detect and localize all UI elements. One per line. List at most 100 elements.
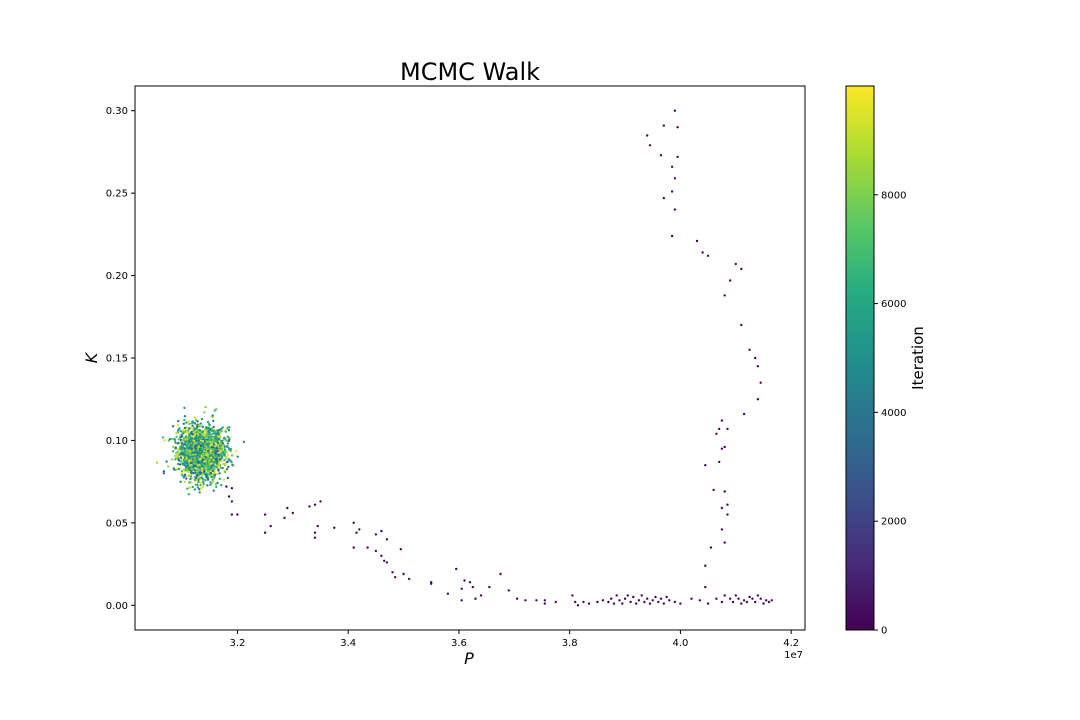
scatter-point: [402, 572, 405, 576]
scatter-point: [179, 480, 182, 483]
scatter-point: [218, 443, 221, 447]
scatter-point: [230, 513, 234, 516]
scatter-point: [236, 513, 239, 516]
scatter-point: [701, 251, 704, 254]
scatter-point: [212, 458, 215, 462]
scatter-point: [207, 449, 210, 453]
scatter-point: [211, 478, 214, 481]
scatter-point: [191, 467, 194, 470]
scatter-point: [201, 485, 204, 489]
scatter-point: [185, 462, 189, 465]
scatter-point: [352, 546, 355, 549]
scatter-point: [225, 485, 228, 488]
scatter-point: [201, 454, 205, 457]
scatter-point: [214, 470, 217, 474]
scatter-point: [726, 503, 729, 506]
scatter-point: [219, 432, 222, 435]
scatter-point: [706, 254, 710, 257]
scatter-point: [479, 594, 483, 597]
scatter-point: [634, 602, 638, 605]
scatter-point: [211, 414, 214, 417]
scatter-point: [718, 427, 721, 431]
scatter-point: [200, 473, 204, 477]
scatter-point: [189, 438, 192, 442]
scatter-point: [183, 429, 186, 432]
scatter-point: [723, 541, 726, 544]
scatter-point: [535, 599, 538, 602]
scatter-point: [176, 462, 180, 466]
scatter-point: [554, 600, 557, 604]
scatter-point: [218, 464, 221, 467]
scatter-point: [199, 461, 203, 464]
scatter-point: [385, 538, 389, 541]
x-tick-label: 3.2: [229, 638, 245, 649]
scatter-point: [189, 447, 192, 451]
x-tick-label: 3.6: [451, 638, 467, 649]
scatter-point: [188, 474, 191, 477]
scatter-point: [225, 468, 229, 471]
scatter-point: [162, 470, 166, 473]
scatter-point: [399, 548, 402, 551]
scatter-point: [220, 445, 223, 449]
scatter-point: [612, 602, 616, 605]
scatter-point: [242, 440, 245, 443]
scatter-point: [474, 597, 477, 600]
scatter-point: [188, 450, 191, 453]
scatter-point: [203, 411, 206, 414]
scatter-points: [155, 109, 773, 607]
scatter-point: [180, 470, 184, 473]
scatter-point: [194, 459, 198, 463]
scatter-point: [186, 468, 189, 471]
scatter-point: [648, 602, 652, 605]
scatter-point: [202, 483, 205, 486]
scatter-point: [648, 144, 652, 147]
scatter-point: [213, 467, 216, 471]
scatter-point: [313, 536, 317, 539]
scatter-point: [183, 406, 186, 410]
y-tick-label: 0.30: [106, 106, 128, 117]
colorbar-ticks: 0 2000 4000 6000 8000: [874, 190, 906, 637]
scatter-point: [215, 464, 219, 467]
scatter-point: [161, 436, 165, 439]
scatter-point: [196, 456, 199, 459]
scatter-point: [208, 428, 212, 432]
scatter-point: [178, 427, 181, 430]
scatter-point: [179, 456, 183, 459]
scatter-point: [668, 599, 671, 602]
scatter-point: [208, 473, 211, 476]
scatter-point: [659, 154, 663, 157]
scatter-point: [670, 190, 674, 193]
scatter-point: [193, 488, 197, 491]
scatter-point: [223, 445, 226, 448]
scatter-point: [190, 442, 193, 445]
scatter-point: [187, 436, 191, 439]
scatter-point: [183, 415, 187, 418]
scatter-point: [178, 448, 181, 451]
scatter-point: [662, 124, 665, 127]
scatter-point: [676, 126, 679, 129]
scatter-point: [183, 431, 186, 434]
scatter-point: [199, 483, 202, 487]
scatter-point: [214, 448, 217, 451]
scatter-point: [182, 422, 185, 425]
scatter-point: [213, 409, 216, 412]
scatter-point: [646, 134, 649, 137]
scatter-point: [198, 488, 201, 491]
x-tick-label: 4.2: [783, 638, 799, 649]
scatter-point: [192, 435, 195, 439]
scatter-point: [704, 585, 707, 589]
scatter-point: [195, 478, 199, 482]
scatter-point: [208, 456, 211, 460]
scatter-point: [211, 436, 215, 440]
scatter-point: [227, 447, 231, 450]
scatter-point: [186, 440, 190, 443]
scatter-point: [219, 436, 222, 439]
scatter-point: [216, 429, 219, 432]
scatter-point: [662, 602, 665, 605]
scatter-point: [748, 348, 751, 351]
scatter-point: [213, 476, 216, 480]
scatter-point: [185, 456, 188, 460]
scatter-point: [165, 460, 168, 463]
scatter-point: [673, 109, 677, 112]
